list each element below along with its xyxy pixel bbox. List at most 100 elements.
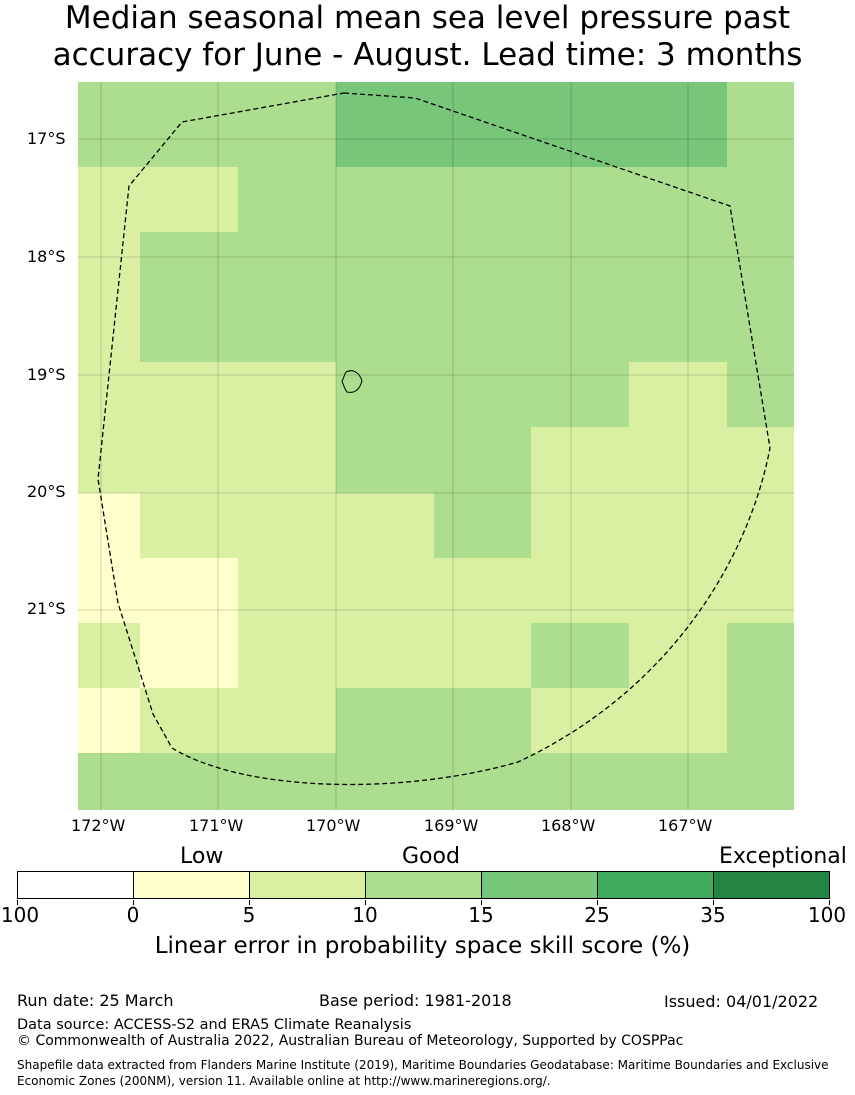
grid-cell xyxy=(727,623,794,689)
grid-cells xyxy=(78,82,794,810)
colorbar-tick xyxy=(17,900,18,905)
grid-cell xyxy=(531,558,630,624)
grid-cell xyxy=(629,427,728,494)
colorbar-segment xyxy=(366,872,482,898)
grid-cell xyxy=(336,232,435,298)
grid-cell xyxy=(238,623,337,689)
grid-cell xyxy=(238,688,337,754)
grid-cell xyxy=(140,82,239,168)
grid-cell xyxy=(78,688,141,754)
grid-cell xyxy=(78,297,141,363)
grid-cell xyxy=(531,688,630,754)
graticule xyxy=(78,82,794,810)
lat-tick-label: 20°S xyxy=(27,482,66,501)
grid-cell xyxy=(336,753,435,810)
grid-cell xyxy=(727,493,794,559)
grid-cell xyxy=(629,623,728,689)
grid-cell xyxy=(140,232,239,298)
grid-cell xyxy=(78,493,141,559)
legend-category-good: Good xyxy=(402,844,460,869)
colorbar-tick-label: 100 xyxy=(807,903,847,927)
grid-cell xyxy=(238,297,337,363)
grid-cell xyxy=(727,688,794,754)
grid-cell xyxy=(531,232,630,298)
lon-tick-label: 170°W xyxy=(306,816,361,835)
lat-tick-label: 18°S xyxy=(27,247,66,266)
colorbar-tick xyxy=(365,900,366,905)
niue-island xyxy=(341,370,363,393)
grid-cell xyxy=(238,558,337,624)
lat-tick-label: 17°S xyxy=(27,129,66,148)
legend-category-exceptional: Exceptional xyxy=(719,844,847,869)
grid-cell xyxy=(336,558,435,624)
grid-cell xyxy=(434,362,532,428)
colorbar-segment xyxy=(250,872,366,898)
grid-cell xyxy=(434,232,532,298)
colorbar-tick xyxy=(133,900,134,905)
grid-cell xyxy=(336,167,435,233)
issued-date: Issued: 04/01/2022 xyxy=(664,992,819,1011)
colorbar-title: Linear error in probability space skill … xyxy=(154,933,691,959)
grid-cell xyxy=(238,82,337,168)
grid-cell xyxy=(531,493,630,559)
title-line-2: accuracy for June - August. Lead time: 3… xyxy=(52,37,803,73)
grid-cell xyxy=(629,558,728,624)
grid-cell xyxy=(78,558,141,624)
colorbar-segment xyxy=(482,872,598,898)
skill-score-map xyxy=(78,82,794,810)
base-period: Base period: 1981-2018 xyxy=(319,991,512,1010)
grid-cell xyxy=(336,297,435,363)
colorbar-segment xyxy=(18,872,134,898)
colorbar-tick-label: 10 xyxy=(352,903,378,927)
grid-cell xyxy=(434,688,532,754)
grid-cell xyxy=(727,753,794,810)
chart-title: Median seasonal mean sea level pressure … xyxy=(0,0,855,74)
grid-cell xyxy=(434,623,532,689)
eez-boundary xyxy=(97,92,771,786)
grid-cell xyxy=(78,753,141,810)
grid-cell xyxy=(140,427,239,494)
lon-tick-label: 167°W xyxy=(658,816,713,835)
grid-cell xyxy=(531,623,630,689)
grid-cell xyxy=(727,297,794,363)
grid-cell xyxy=(629,493,728,559)
lon-tick-label: 172°W xyxy=(71,816,126,835)
grid-cell xyxy=(78,82,141,168)
grid-cell xyxy=(434,427,532,494)
grid-cell xyxy=(629,753,728,810)
colorbar-tick xyxy=(481,900,482,905)
grid-cell xyxy=(531,753,630,810)
copyright-notice: © Commonwealth of Australia 2022, Austra… xyxy=(17,1033,684,1049)
colorbar-tick-label: 35 xyxy=(700,903,726,927)
grid-cell xyxy=(629,688,728,754)
grid-cell xyxy=(140,688,239,754)
colorbar-tick-label: 5 xyxy=(242,903,256,927)
grid-cell xyxy=(336,362,435,428)
grid-cell xyxy=(238,362,337,428)
grid-cell xyxy=(727,558,794,624)
lon-tick-label: 171°W xyxy=(189,816,244,835)
grid-cell xyxy=(238,427,337,494)
grid-cell xyxy=(140,297,239,363)
grid-cell xyxy=(140,362,239,428)
shapefile-credit: Shapefile data extracted from Flanders M… xyxy=(17,1058,829,1088)
colorbar-tick-label: 100 xyxy=(0,903,40,927)
lon-tick-label: 168°W xyxy=(541,816,596,835)
grid-cell xyxy=(727,167,794,233)
grid-cell xyxy=(140,623,239,689)
grid-cell xyxy=(78,167,141,233)
lat-tick-label: 21°S xyxy=(27,599,66,618)
colorbar-tick xyxy=(597,900,598,905)
grid-cell xyxy=(727,427,794,494)
title-line-1: Median seasonal mean sea level pressure … xyxy=(64,0,791,36)
grid-cell xyxy=(78,232,141,298)
grid-cell xyxy=(78,427,141,494)
colorbar-segment xyxy=(714,872,829,898)
grid-cell xyxy=(336,82,435,168)
grid-cell xyxy=(531,427,630,494)
colorbar-tick-label: 15 xyxy=(468,903,494,927)
grid-cell xyxy=(531,297,630,363)
grid-cell xyxy=(434,167,532,233)
grid-cell xyxy=(140,753,239,810)
colorbar-tick xyxy=(713,900,714,905)
